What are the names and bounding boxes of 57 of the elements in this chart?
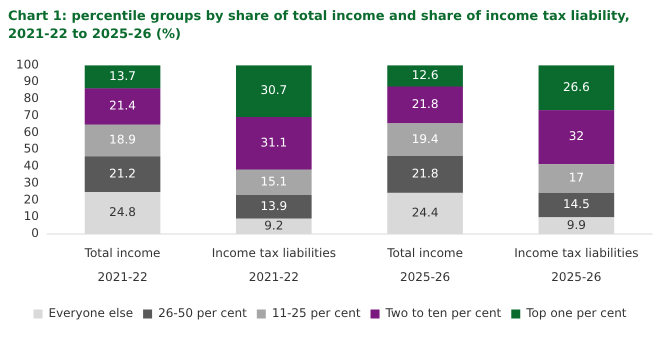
- bar: [236, 65, 312, 118]
- data-label: 32: [568, 129, 584, 144]
- data-label: 24.4: [412, 206, 438, 220]
- y-tick-label: 0: [31, 226, 39, 240]
- data-label: 15.1: [260, 174, 288, 188]
- y-tick-label: 60: [24, 124, 39, 139]
- bar: [84, 65, 160, 88]
- y-tick-label: 10: [24, 209, 39, 224]
- x-tick-label: Total income 2025-26: [386, 246, 463, 284]
- y-tick-label: 80: [24, 91, 39, 106]
- data-label: 17: [568, 170, 584, 185]
- bar: [236, 195, 312, 218]
- legend-label: 26-50 per cent: [158, 306, 248, 320]
- bar: [538, 192, 614, 218]
- bar: [236, 170, 312, 196]
- data-label: 19.4: [412, 132, 438, 146]
- bar: [387, 156, 463, 193]
- bar: [387, 65, 463, 86]
- data-label: 21.4: [109, 98, 136, 113]
- x-tick-label: Income tax liabilities 2025-26: [514, 246, 638, 284]
- bar: [84, 124, 160, 156]
- data-label: 21.8: [412, 96, 438, 111]
- data-label: 21.8: [412, 166, 438, 181]
- data-label: 13.7: [109, 68, 136, 83]
- data-label: 13.9: [260, 198, 288, 213]
- legend-label: Two to ten per cent: [384, 306, 502, 320]
- y-tick-label: 40: [24, 158, 39, 173]
- data-label: 30.7: [260, 83, 288, 98]
- y-tick-label: 20: [24, 192, 39, 206]
- data-label: 12.6: [412, 68, 438, 82]
- x-tick-label: Total income 2021-22: [84, 246, 160, 284]
- data-label: 14.5: [563, 197, 590, 212]
- y-tick-label: 90: [24, 74, 39, 88]
- data-label: 26.6: [563, 80, 590, 94]
- data-label: 18.9: [109, 132, 136, 147]
- y-tick-label: 70: [24, 108, 39, 122]
- bar: [538, 65, 614, 110]
- bar: [236, 117, 312, 170]
- data-label: 9.9: [566, 218, 586, 232]
- data-label: 24.8: [109, 205, 136, 220]
- data-label: 21.2: [109, 166, 136, 180]
- bar: [387, 86, 463, 124]
- bar: [387, 123, 463, 156]
- bar: [84, 156, 160, 192]
- y-tick-label: 50: [24, 142, 39, 156]
- bar: [84, 88, 160, 124]
- bar: [538, 164, 614, 193]
- y-tick-label: 30: [24, 175, 39, 190]
- legend-label: 11-25 per cent: [272, 306, 361, 320]
- data-label: 9.2: [264, 218, 284, 232]
- legend-label: Everyone else: [48, 306, 134, 320]
- bar: [538, 110, 614, 164]
- y-tick-label: 100: [16, 57, 39, 72]
- legend-label: Top one per cent: [525, 306, 627, 320]
- data-label: 31.1: [260, 135, 288, 150]
- chart-title: Chart 1: percentile groups by share of total income and share of income tax liability, 2021-22 to 2025-26 (%): [8, 8, 631, 44]
- x-tick-label: Income tax liabilities 2021-22: [212, 246, 336, 284]
